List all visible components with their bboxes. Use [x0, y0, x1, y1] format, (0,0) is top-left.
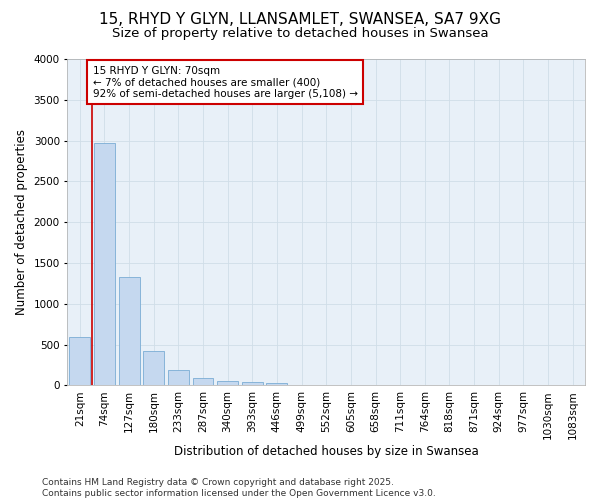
Bar: [143, 351, 164, 386]
Bar: [242, 382, 263, 386]
Bar: [168, 370, 189, 386]
X-axis label: Distribution of detached houses by size in Swansea: Distribution of detached houses by size …: [174, 444, 479, 458]
Text: 15, RHYD Y GLYN, LLANSAMLET, SWANSEA, SA7 9XG: 15, RHYD Y GLYN, LLANSAMLET, SWANSEA, SA…: [99, 12, 501, 28]
Bar: [266, 383, 287, 386]
Text: Size of property relative to detached houses in Swansea: Size of property relative to detached ho…: [112, 28, 488, 40]
Text: 15 RHYD Y GLYN: 70sqm
← 7% of detached houses are smaller (400)
92% of semi-deta: 15 RHYD Y GLYN: 70sqm ← 7% of detached h…: [92, 66, 358, 98]
Bar: [119, 277, 140, 386]
Y-axis label: Number of detached properties: Number of detached properties: [15, 129, 28, 315]
Bar: [69, 338, 90, 386]
Text: Contains HM Land Registry data © Crown copyright and database right 2025.
Contai: Contains HM Land Registry data © Crown c…: [42, 478, 436, 498]
Bar: [193, 378, 214, 386]
Bar: [94, 143, 115, 386]
Bar: [217, 381, 238, 386]
